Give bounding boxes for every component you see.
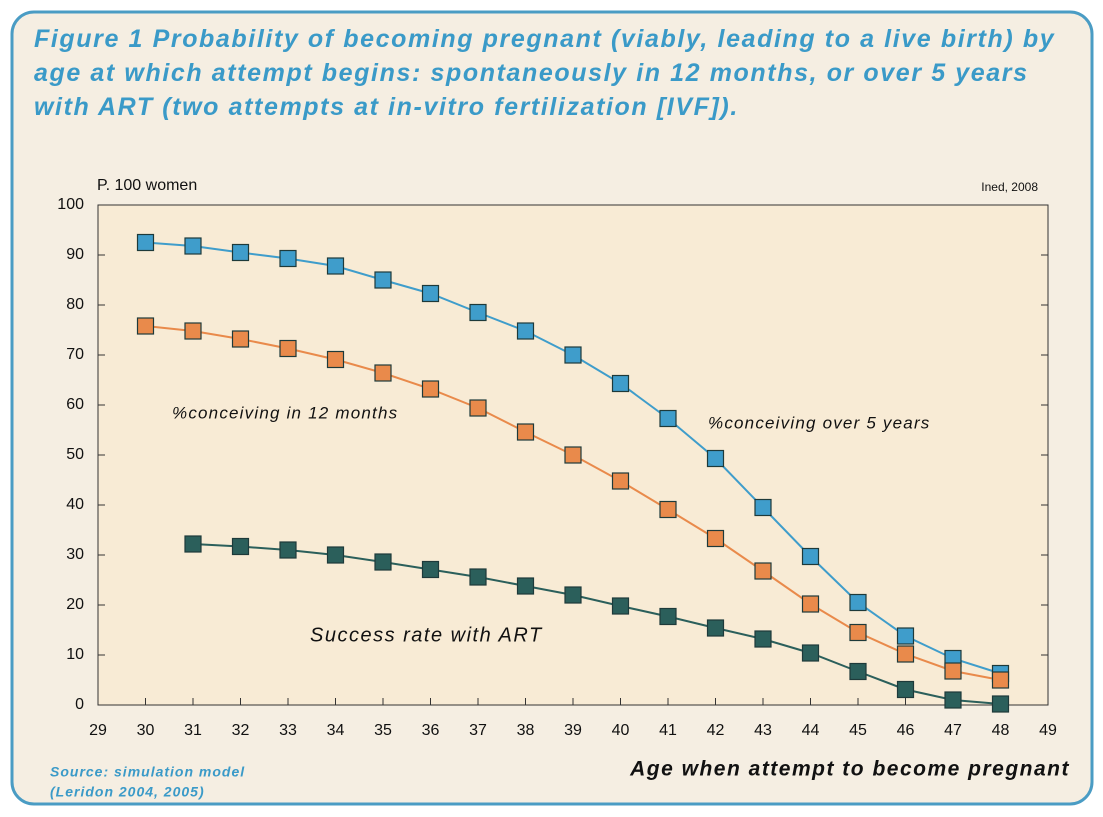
point — [374, 271, 392, 289]
y-tick-label: 0 — [75, 696, 84, 713]
source: Source: simulation model — [50, 764, 245, 780]
point — [421, 284, 440, 303]
x-tick-label: 42 — [707, 722, 725, 739]
source: (Leridon 2004, 2005) — [50, 784, 205, 800]
x-tick-label: 39 — [564, 722, 582, 739]
x-tick-label: 48 — [992, 722, 1010, 739]
point — [706, 619, 725, 637]
x-tick-label: 49 — [1039, 722, 1057, 739]
point — [136, 233, 155, 252]
point — [801, 644, 820, 662]
point — [374, 553, 392, 571]
series-label: %conceiving over 5 years — [708, 413, 931, 432]
point — [991, 671, 1010, 689]
point — [896, 645, 915, 663]
point — [184, 322, 202, 340]
x-tick-label: 30 — [137, 722, 155, 739]
y-tick-label: 30 — [66, 546, 84, 563]
y-tick-label: 60 — [66, 396, 84, 413]
x-tick-label: 41 — [659, 722, 677, 739]
x-tick-label: 34 — [327, 722, 345, 739]
y-tick-label: 80 — [66, 296, 84, 313]
point — [279, 249, 297, 268]
x-tick-label: 40 — [612, 722, 630, 739]
point — [564, 586, 582, 604]
point — [564, 446, 582, 464]
point — [326, 257, 345, 275]
x-tick-label: 29 — [89, 722, 107, 739]
point — [184, 535, 202, 553]
point — [231, 243, 250, 262]
point — [706, 529, 725, 548]
y-tick-label: 40 — [66, 496, 84, 513]
point — [659, 409, 677, 428]
point — [516, 423, 535, 441]
point — [136, 317, 155, 335]
x-tick-label: 47 — [944, 722, 962, 739]
point — [279, 339, 297, 358]
point — [849, 593, 867, 612]
credit: Ined, 2008 — [981, 180, 1038, 194]
point — [326, 546, 345, 564]
point — [991, 695, 1010, 713]
x-axis-label: Age when attempt to become pregnant — [629, 758, 1070, 781]
x-tick-label: 31 — [184, 722, 202, 739]
x-tick-label: 44 — [802, 722, 820, 739]
point — [659, 500, 677, 519]
x-tick-label: 45 — [849, 722, 867, 739]
point — [516, 322, 535, 340]
x-tick-label: 43 — [754, 722, 772, 739]
point — [896, 680, 915, 699]
point — [801, 595, 820, 613]
x-tick-label: 46 — [897, 722, 915, 739]
point — [754, 630, 772, 648]
point — [706, 449, 725, 468]
point — [849, 623, 867, 642]
point — [516, 577, 535, 595]
point — [184, 237, 202, 255]
point — [754, 498, 772, 517]
series-label: %conceiving in 12 months — [172, 403, 398, 422]
point — [469, 303, 487, 322]
point — [944, 691, 962, 709]
y-tick-label: 70 — [66, 346, 84, 363]
x-tick-label: 38 — [517, 722, 535, 739]
point — [279, 541, 297, 559]
chart-title: Figure 1 Probability of becoming pregnan… — [34, 25, 1056, 121]
x-tick-label: 37 — [469, 722, 487, 739]
point — [896, 627, 915, 645]
y-tick-label: 20 — [66, 596, 84, 613]
x-tick-label: 35 — [374, 722, 392, 739]
x-tick-label: 33 — [279, 722, 297, 739]
point — [611, 374, 630, 393]
y-tick-label: 90 — [66, 246, 84, 263]
point — [849, 662, 867, 681]
point — [469, 399, 487, 417]
point — [611, 597, 630, 615]
point — [231, 537, 250, 556]
point — [231, 330, 250, 348]
point — [611, 472, 630, 490]
point — [754, 562, 772, 580]
y-axis-label: P. 100 women — [97, 177, 197, 194]
point — [421, 560, 440, 579]
y-tick-label: 10 — [66, 646, 84, 663]
point — [374, 364, 392, 382]
point — [469, 568, 487, 586]
y-tick-label: 50 — [66, 446, 84, 463]
x-tick-label: 32 — [232, 722, 250, 739]
point — [326, 350, 345, 369]
point — [944, 662, 962, 680]
point — [421, 380, 440, 398]
point — [801, 547, 820, 566]
point — [564, 346, 582, 364]
series-label: Success rate with ART — [310, 624, 543, 646]
x-tick-label: 36 — [422, 722, 440, 739]
y-tick-label: 100 — [57, 196, 84, 213]
point — [659, 607, 677, 626]
